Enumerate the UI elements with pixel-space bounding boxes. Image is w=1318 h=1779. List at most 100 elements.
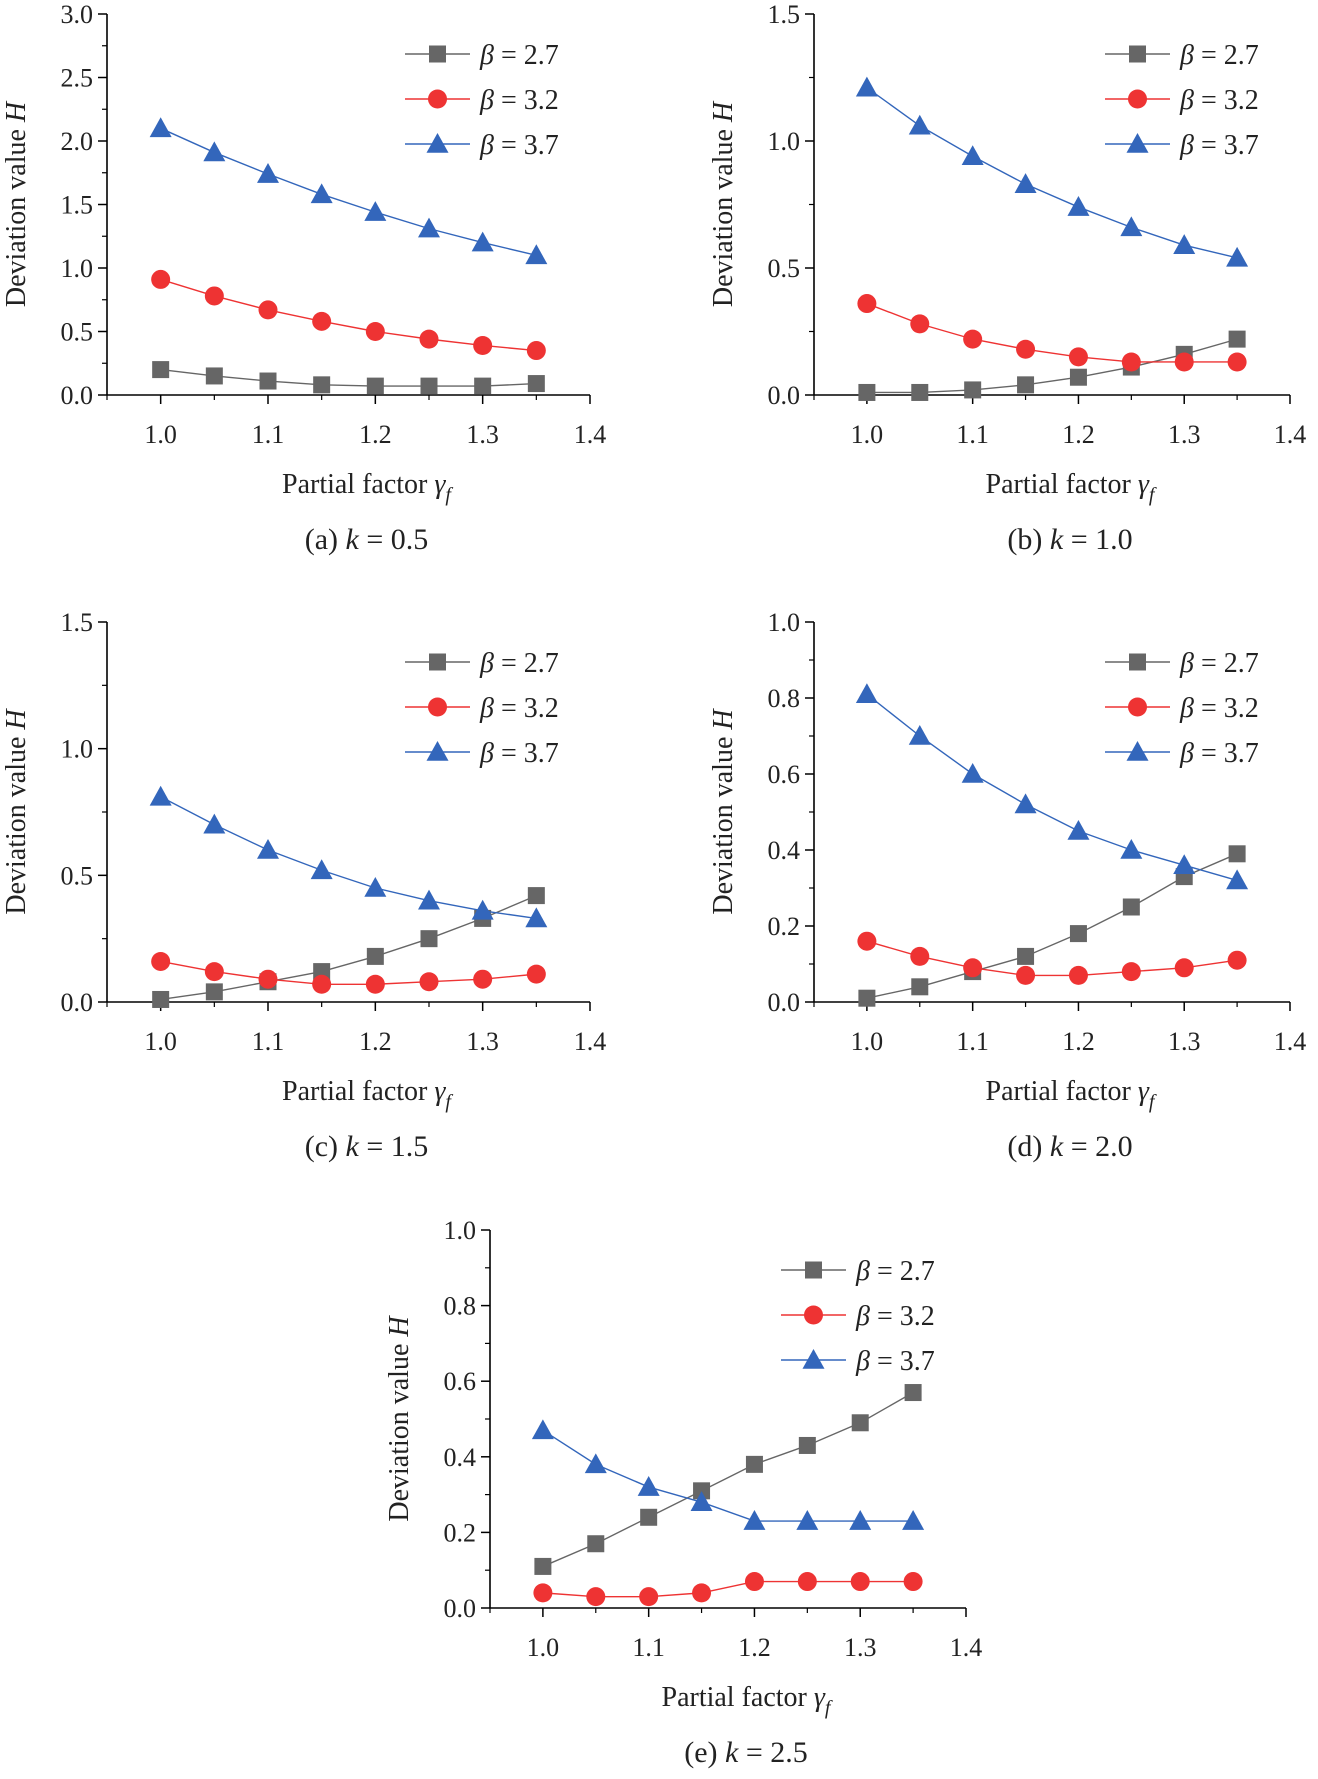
data-point-triangle — [525, 907, 548, 928]
x-tick-label: 1.3 — [1168, 420, 1201, 449]
legend-label: β = 3.7 — [855, 1346, 935, 1377]
y-axis-title: Deviation value H — [708, 708, 739, 915]
y-tick-label: 0.4 — [768, 836, 801, 865]
x-axis-title: Partial factor γf — [662, 1682, 833, 1719]
data-point-circle — [1121, 962, 1141, 982]
data-point-square — [366, 377, 384, 395]
legend-marker-circle — [428, 697, 447, 717]
data-point-circle — [151, 951, 171, 971]
data-point-circle — [365, 322, 385, 341]
legend-entry: β = 2.7 — [405, 648, 559, 679]
data-point-circle — [744, 1572, 764, 1592]
x-axis-title: Partial factor γf — [282, 469, 453, 506]
data-point-square — [1228, 845, 1246, 863]
y-axis-title: Deviation value H — [708, 100, 739, 307]
legend-marker-triangle — [802, 1349, 825, 1369]
data-point-triangle — [908, 114, 931, 135]
data-point-circle — [903, 1572, 923, 1592]
data-point-square — [858, 383, 876, 401]
data-point-triangle — [1173, 234, 1196, 254]
legend-entry: β = 2.7 — [1105, 40, 1259, 71]
data-point-triangle — [1014, 793, 1037, 814]
data-point-circle — [963, 958, 983, 978]
data-point-circle — [1174, 352, 1194, 372]
x-axis-title: Partial factor γf — [986, 469, 1157, 506]
panel-b: 0.0 0.5 1.0 1.5 1.0 1.1 1.2 1.3 1.4 Deviation val… — [708, 0, 1306, 556]
data-point-triangle — [149, 117, 172, 138]
panel-caption: (c) k = 1.5 — [305, 1130, 429, 1163]
data-point-square — [587, 1535, 605, 1553]
data-point-triangle — [531, 1419, 554, 1440]
panel-caption: (d) k = 2.0 — [1007, 1130, 1132, 1163]
data-point-square — [366, 947, 384, 965]
data-point-square — [911, 978, 929, 996]
data-point-circle — [850, 1572, 870, 1592]
y-tick-label: 2.5 — [61, 64, 94, 93]
panel-c: 0.0 0.5 1.0 1.5 1.0 1.1 1.2 1.3 1.4 Deviation val… — [1, 608, 606, 1163]
data-point-triangle — [1014, 173, 1037, 193]
data-point-circle — [692, 1583, 712, 1603]
data-point-circle — [258, 300, 278, 320]
data-point-circle — [1016, 965, 1036, 985]
series-line-triangle — [542, 1429, 914, 1522]
data-point-circle — [473, 335, 493, 355]
panel-caption: (a) k = 0.5 — [305, 523, 429, 556]
data-point-square — [205, 983, 223, 1001]
legend-marker-circle — [1128, 697, 1147, 717]
data-point-circle — [312, 311, 332, 331]
data-point-circle — [151, 269, 171, 289]
data-point-circle — [910, 314, 930, 334]
legend-marker-square — [429, 45, 446, 63]
data-point-square — [693, 1482, 711, 1500]
data-point-circle — [1068, 347, 1088, 367]
data-point-square — [534, 1557, 552, 1575]
legend-entry: β = 2.7 — [405, 40, 559, 71]
legend-label: β = 2.7 — [479, 648, 559, 679]
y-tick-label: 0.2 — [768, 912, 801, 941]
x-tick-label: 1.1 — [956, 420, 989, 449]
data-point-circle — [419, 972, 439, 992]
data-point-square — [313, 376, 331, 394]
data-point-triangle — [796, 1510, 819, 1530]
y-tick-label: 0.6 — [444, 1367, 477, 1396]
legend-marker-circle — [1128, 89, 1147, 109]
legend-label: β = 2.7 — [1179, 40, 1259, 71]
x-tick-label: 1.3 — [466, 1027, 499, 1056]
legend-marker-square — [1129, 45, 1146, 63]
data-point-square — [640, 1508, 658, 1526]
data-point-circle — [797, 1572, 817, 1592]
data-point-square — [527, 887, 545, 905]
legend-entry: β = 3.2 — [1105, 693, 1259, 724]
x-tick-label: 1.4 — [1274, 1027, 1307, 1056]
data-point-triangle — [1226, 246, 1249, 267]
legend-marker-triangle — [1126, 133, 1149, 153]
x-axis-title: Partial factor γf — [986, 1076, 1157, 1113]
legend-marker-square — [429, 653, 446, 671]
series-line-triangle — [160, 127, 537, 256]
data-point-triangle — [418, 217, 440, 238]
data-point-triangle — [855, 683, 878, 703]
legend-marker-triangle — [426, 133, 449, 153]
data-point-square — [205, 367, 223, 385]
data-point-circle — [1121, 352, 1141, 372]
data-point-square — [420, 930, 438, 948]
series-line-square — [866, 338, 1238, 394]
data-point-circle — [419, 329, 439, 349]
data-point-circle — [1227, 950, 1247, 970]
x-tick-label: 1.2 — [1062, 1027, 1095, 1056]
y-tick-label: 1.0 — [444, 1216, 477, 1245]
legend-label: β = 2.7 — [1179, 648, 1259, 679]
x-tick-label: 1.0 — [851, 420, 884, 449]
data-point-square — [1017, 376, 1035, 394]
data-point-triangle — [525, 244, 548, 265]
data-point-circle — [312, 974, 332, 994]
data-point-square — [798, 1436, 816, 1454]
legend-label: β = 3.2 — [855, 1301, 935, 1332]
legend-marker-triangle — [1126, 741, 1149, 761]
data-point-triangle — [149, 785, 172, 806]
x-tick-label: 1.4 — [1274, 420, 1307, 449]
series-line-square — [160, 368, 537, 387]
data-point-triangle — [257, 839, 279, 859]
legend-entry: β = 3.7 — [1105, 738, 1259, 769]
data-point-circle — [365, 974, 385, 994]
